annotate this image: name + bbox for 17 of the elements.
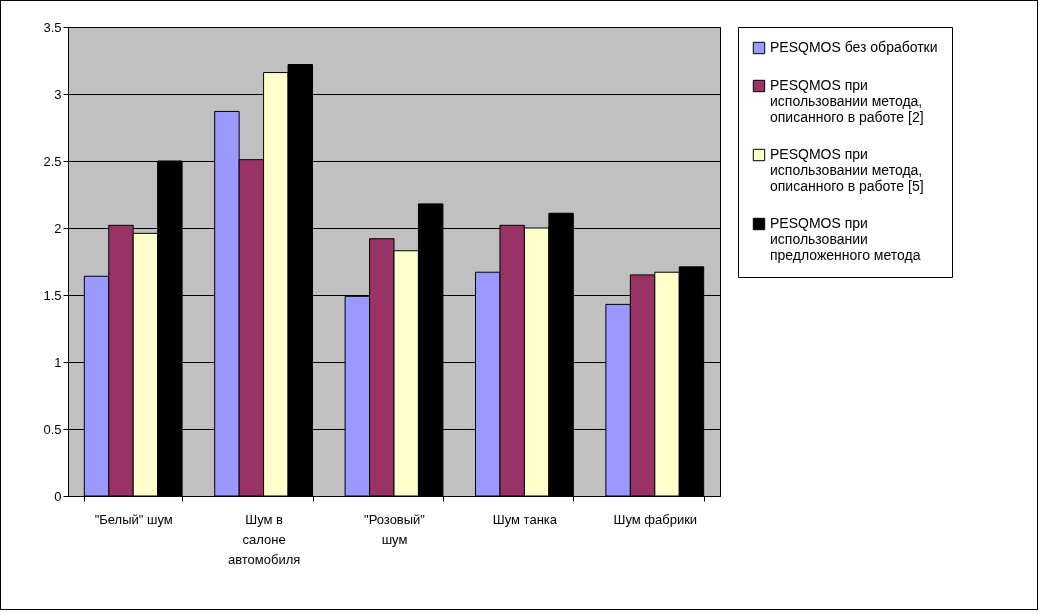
y-tick-label: 3 [54,86,62,102]
legend-label: PESQMOS при использовании метода, описанного в работе [5] [770,146,924,194]
x-tick-label: Шум танка [492,511,558,527]
x-tick-label: Шум в салоне автомобиля [227,511,301,567]
legend-label: PESQMOS без обработки [770,39,938,55]
y-tick-label: 2.5 [43,153,62,169]
y-tick-label: 1.5 [43,287,62,303]
legend-label: PESQMOS при использовании метода, описанного в работе [2] [770,77,924,125]
y-tick-label: 3.5 [43,19,62,35]
y-tick-label: 2 [54,220,62,236]
x-tick-label: "Розовый" шум [364,511,426,547]
y-tick-label: 0 [54,488,62,504]
x-tick-label: "Белый" шум [94,511,173,527]
x-tick-label: Шум фабрики [613,511,698,527]
y-tick-label: 1 [54,354,62,370]
legend-label: PESQMOS при использовании предложенного метода [770,215,921,263]
y-tick-label: 0.5 [43,421,62,437]
